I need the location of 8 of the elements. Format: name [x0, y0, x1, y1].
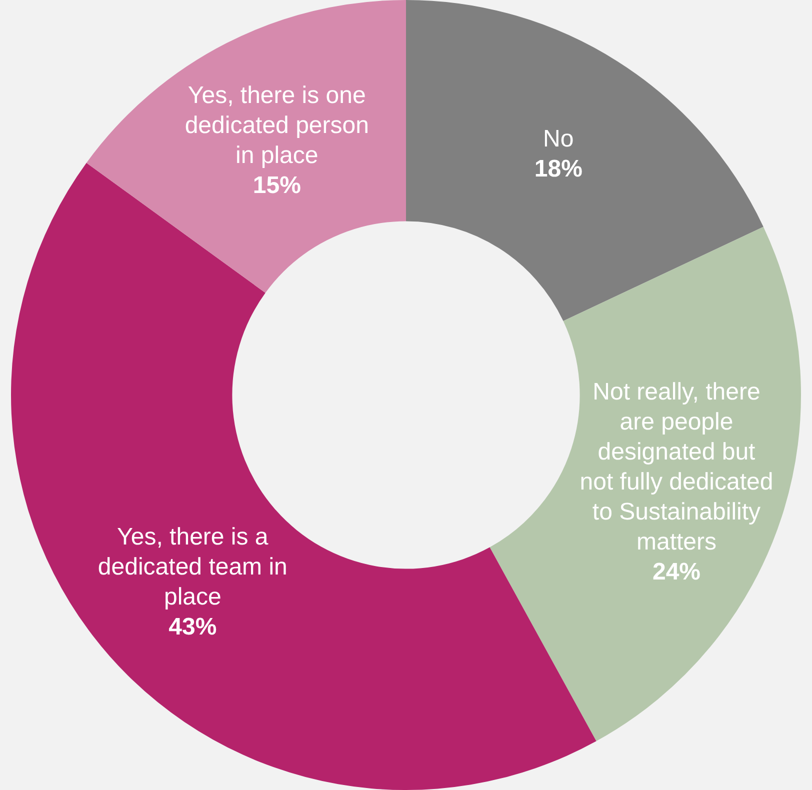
- slice-label: No: [543, 126, 574, 152]
- data-label: 24%: [652, 558, 701, 586]
- slice-label: Yes, there is a dedicated team in place: [98, 524, 288, 611]
- data-label: 43%: [168, 614, 217, 641]
- slice-label: Not really, there are people designated but not fully dedicated to Sustainability matters: [580, 378, 774, 556]
- data-label: 15%: [252, 172, 301, 200]
- data-label: 18%: [534, 156, 582, 182]
- slice-label: Yes, there is one dedicated person in place: [184, 82, 369, 170]
